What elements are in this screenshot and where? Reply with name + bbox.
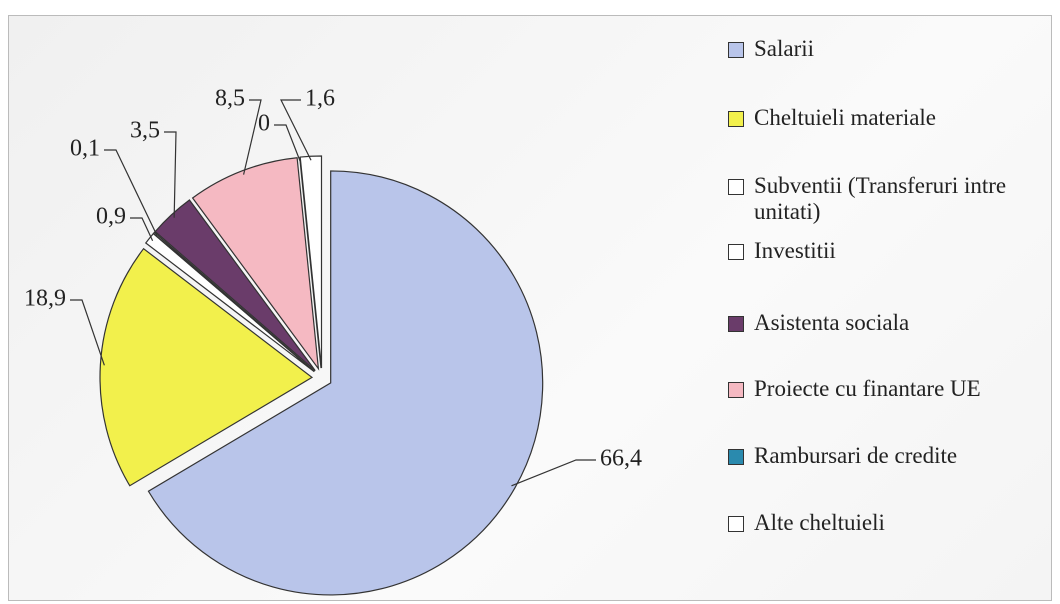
leader-line: [511, 459, 596, 487]
data-label: 0,9: [96, 204, 126, 230]
legend-item: Cheltuieli materiale: [728, 105, 1039, 131]
pie-slice: [147, 170, 544, 596]
legend-label: Subventii (Transferuri intre unitati): [754, 173, 1007, 224]
legend-label: Cheltuieli materiale: [754, 105, 937, 130]
leader-line: [104, 149, 158, 236]
data-label: 1,6: [305, 86, 335, 112]
legend-item: Asistenta sociala: [728, 310, 1039, 336]
leader-line: [243, 99, 262, 175]
legend-label: Salarii: [754, 36, 815, 61]
data-label: 0,1: [70, 136, 100, 162]
legend-label: Alte cheltuieli: [754, 510, 885, 535]
legend-label: Proiecte cu finantare UE: [754, 376, 981, 401]
legend-label: Investitii: [754, 238, 836, 263]
legend-swatch: [728, 111, 744, 127]
legend-item: Salarii: [728, 36, 1039, 62]
legend-item: Alte cheltuieli: [728, 510, 1039, 536]
leader-line: [70, 299, 105, 366]
data-label: 0: [258, 111, 270, 137]
pie-slice: [154, 199, 316, 372]
data-label: 66,4: [600, 446, 642, 472]
leader-line: [280, 99, 312, 161]
pie-slice: [152, 231, 315, 372]
legend-item: Investitii: [728, 238, 1039, 264]
legend-label: Asistenta sociala: [754, 310, 910, 335]
legend-swatch: [728, 179, 744, 195]
pie-slice: [191, 157, 320, 371]
legend-swatch: [728, 382, 744, 398]
data-label: 8,5: [215, 86, 245, 112]
legend-swatch: [728, 516, 744, 532]
legend-label: Rambursari de credite: [754, 443, 958, 468]
legend-item: Subventii (Transferuri intre unitati): [728, 173, 1039, 225]
legend-swatch: [728, 244, 744, 260]
leader-line: [130, 217, 154, 242]
legend-swatch: [728, 449, 744, 465]
data-label: 3,5: [130, 118, 160, 144]
legend-swatch: [728, 316, 744, 332]
legend-swatch: [728, 42, 744, 58]
legend-item: Proiecte cu finantare UE: [728, 376, 1039, 402]
data-label: 18,9: [24, 286, 66, 312]
leader-line: [274, 124, 301, 162]
legend-item: Rambursari de credite: [728, 443, 1039, 469]
pie-slice: [99, 247, 314, 487]
pie-slice: [299, 155, 323, 369]
leader-line: [164, 131, 177, 218]
